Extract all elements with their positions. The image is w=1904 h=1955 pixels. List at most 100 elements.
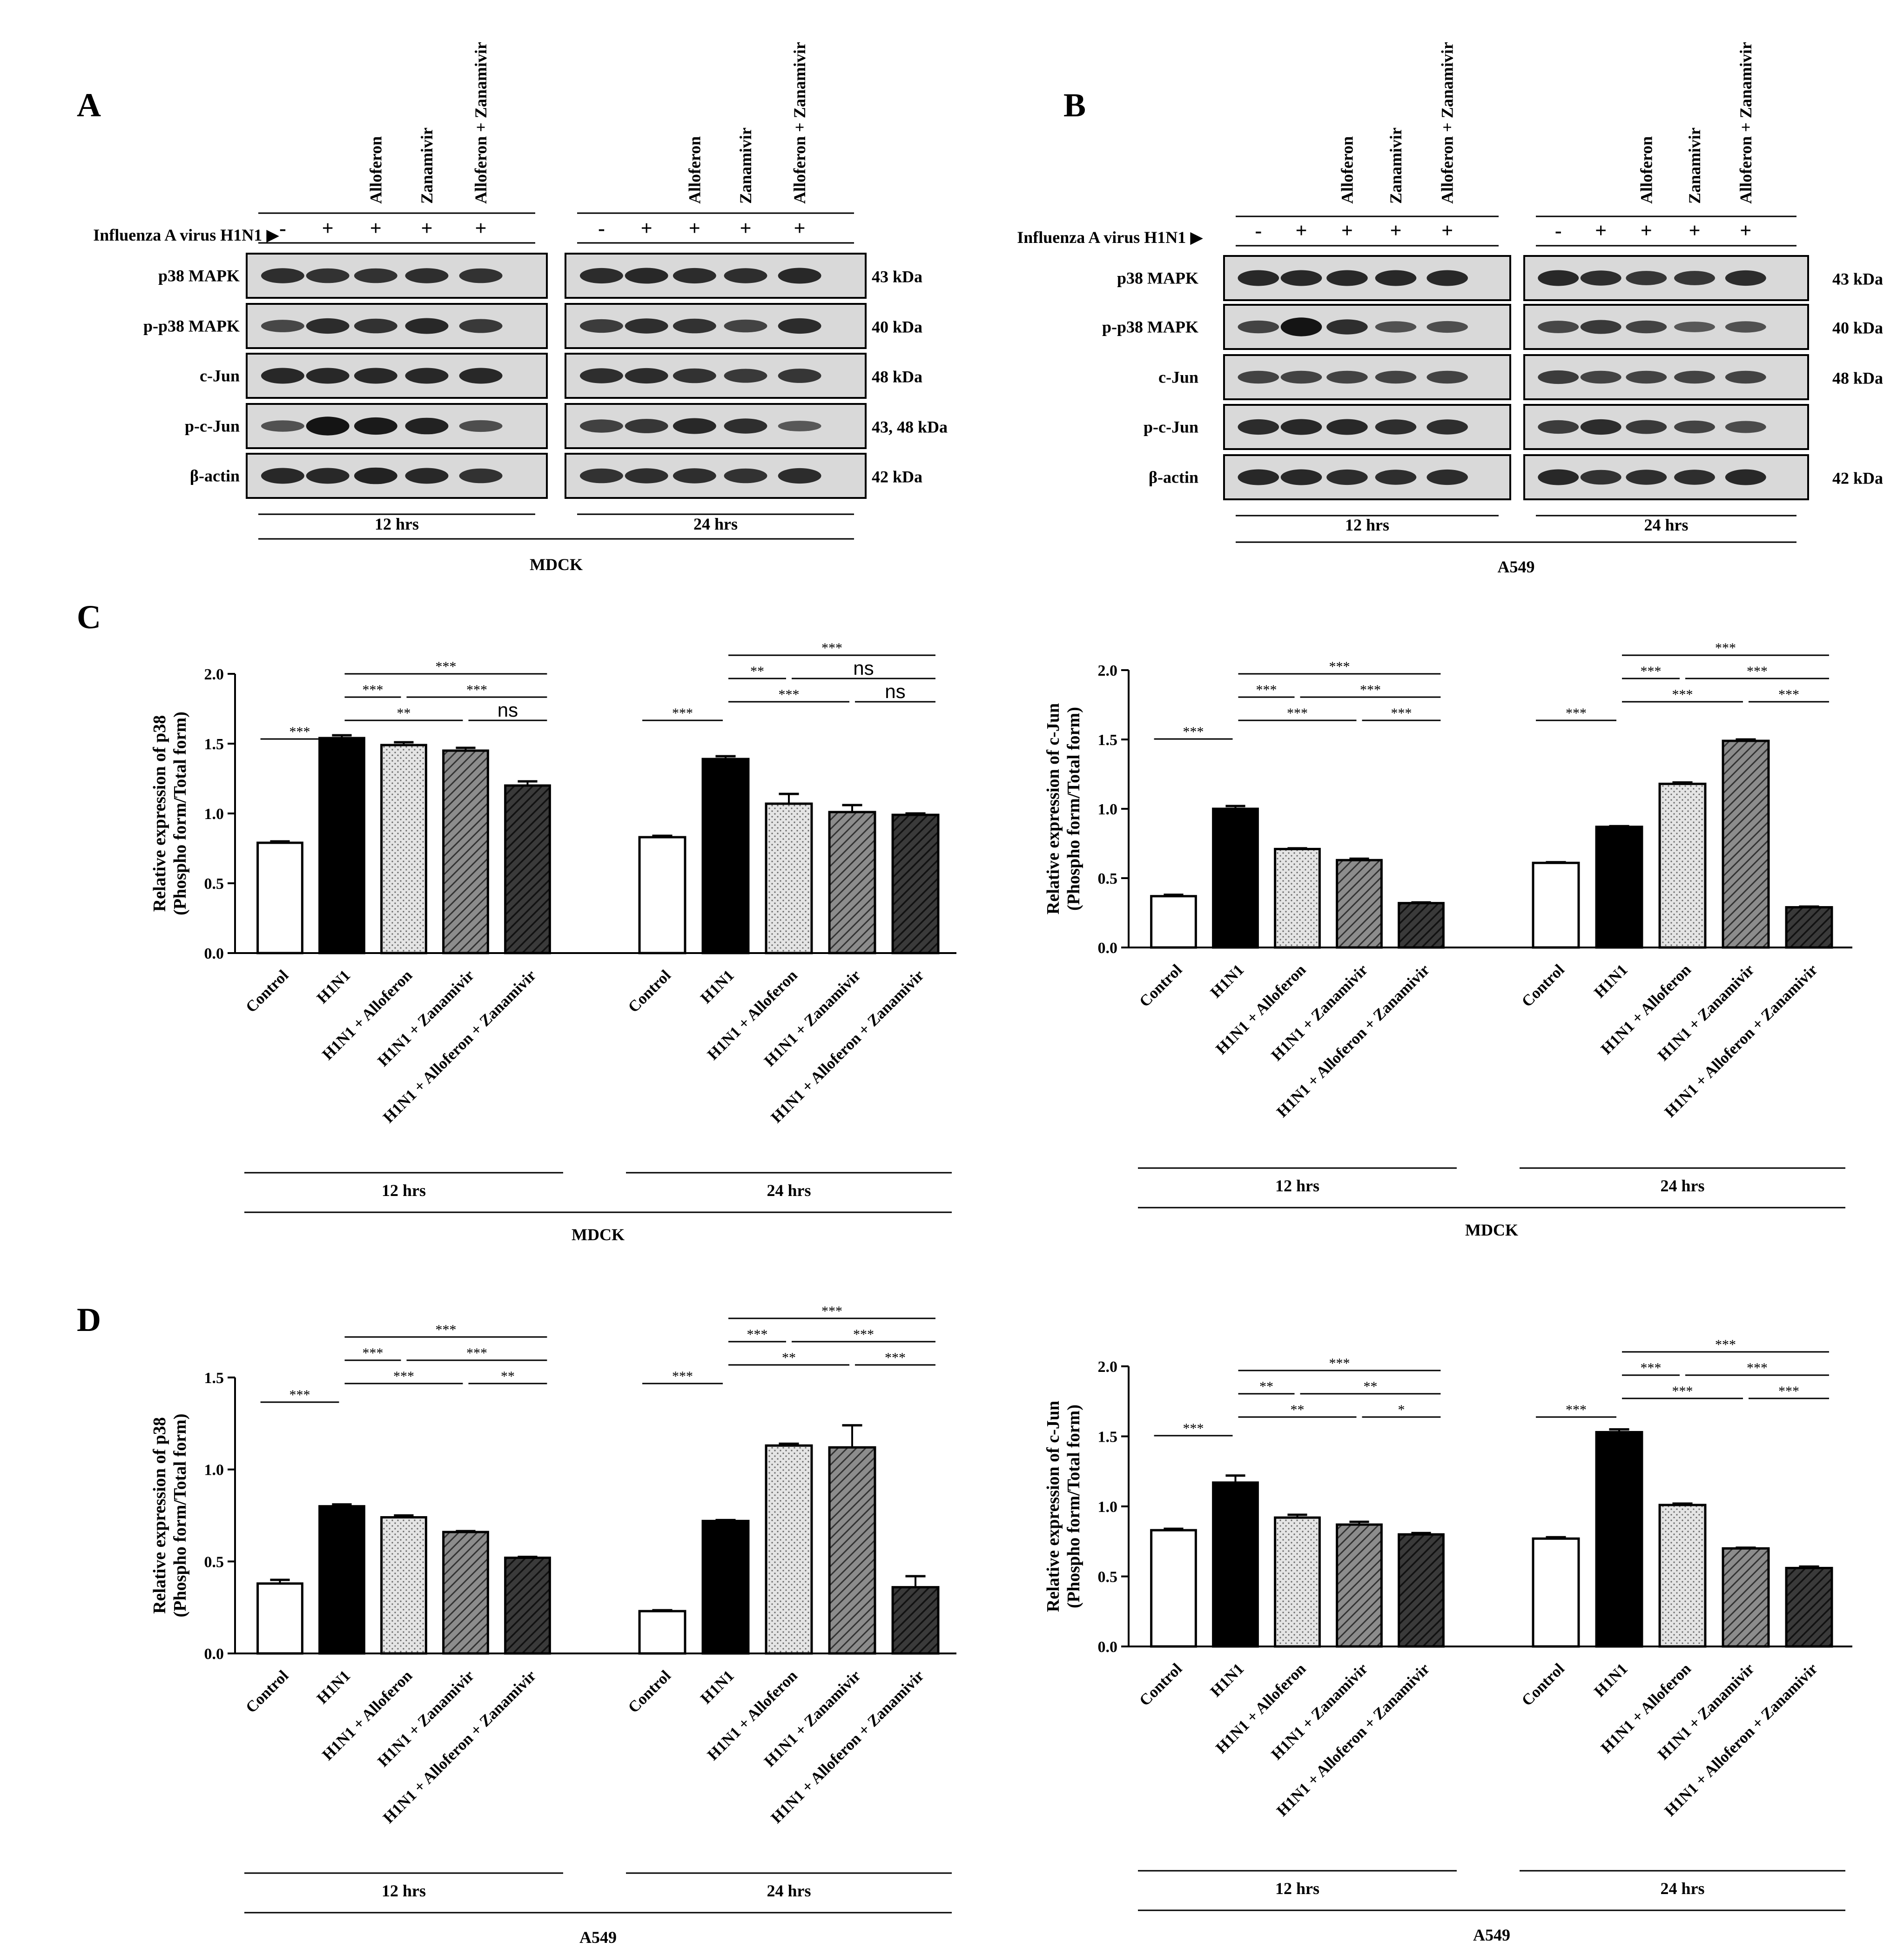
blot-band	[1326, 469, 1368, 485]
blot-band	[1538, 370, 1579, 384]
protein-label: β-actin	[190, 467, 240, 485]
significance-label: ***	[1747, 1360, 1768, 1376]
blot-band	[1426, 321, 1468, 333]
treatment-label: Zanamivir	[1685, 128, 1704, 204]
cell-line-label: A549	[579, 1928, 617, 1947]
y-tick-label: 2.0	[1098, 662, 1118, 679]
y-tick-label: 1.5	[204, 1370, 224, 1387]
x-tick-label: Control	[1519, 1660, 1568, 1709]
blot-band	[1725, 321, 1766, 333]
blot-band	[306, 468, 350, 484]
blot-band	[1280, 370, 1322, 384]
treatment-label: Alloferon	[1637, 136, 1655, 204]
treatment-label: Alloferon	[366, 136, 385, 204]
time-label: 12 hrs	[1275, 1879, 1319, 1898]
blot-band	[724, 468, 767, 484]
panel-letter-a: A	[77, 87, 101, 124]
time-label: 12 hrs	[382, 1881, 426, 1900]
blot-band	[673, 468, 716, 484]
protein-label: c-Jun	[200, 367, 240, 385]
kda-label: 43 kDa	[1832, 270, 1883, 289]
significance-label: ***	[853, 1327, 874, 1342]
blot-band	[405, 318, 449, 334]
time-label: 24 hrs	[1660, 1879, 1704, 1898]
bar	[256, 1582, 303, 1655]
significance-label: **	[1363, 1379, 1377, 1394]
treatment-sign: +	[1296, 219, 1307, 242]
blot-band	[778, 369, 821, 383]
significance-label: **	[782, 1350, 796, 1365]
significance-label: ***	[779, 687, 800, 702]
blot-band	[354, 318, 397, 334]
blot-band	[1238, 270, 1279, 286]
time-label: 24 hrs	[1660, 1176, 1704, 1195]
blot-band	[625, 419, 668, 433]
blot-band	[579, 268, 623, 284]
significance-label: ***	[1256, 682, 1277, 698]
blot-band	[1280, 419, 1322, 435]
blot-band	[673, 418, 716, 434]
blot-band	[1375, 321, 1417, 333]
kda-label: 48 kDa	[872, 368, 922, 386]
blot-band	[459, 319, 503, 333]
blot-band	[1725, 469, 1766, 485]
treatment-sign: -	[1255, 219, 1262, 242]
significance-label: ***	[672, 705, 693, 721]
blot-band	[778, 468, 821, 484]
bar	[1336, 1523, 1383, 1648]
blot-band	[1326, 370, 1368, 384]
kda-label: 40 kDa	[872, 318, 922, 336]
cell-line-label: MDCK	[1465, 1221, 1518, 1239]
significance-label: *	[1398, 1402, 1405, 1418]
kda-label: 42 kDa	[872, 468, 922, 486]
blot-band	[1626, 420, 1667, 434]
blot-panel-a: A Influenza A virus H1N1 ▶ p38 MAPK 43 kDa p…	[77, 42, 948, 574]
blot-band	[1580, 320, 1621, 334]
y-tick-label: 1.0	[204, 1462, 224, 1479]
blot-band	[1238, 419, 1279, 435]
y-tick-label: 1.5	[1098, 732, 1118, 749]
panel-letter-c: C	[77, 598, 101, 636]
significance-label: ***	[363, 1345, 383, 1361]
blot-band	[778, 421, 821, 431]
y-tick-label: 1.0	[1098, 801, 1118, 818]
significance-label: ***	[1778, 1384, 1799, 1399]
blot-band	[261, 368, 304, 384]
bar	[442, 749, 489, 954]
blot-band	[625, 268, 668, 284]
bar	[1532, 861, 1580, 949]
y-tick-label: 0.5	[1098, 870, 1118, 887]
bar	[701, 758, 750, 954]
treatment-sign: +	[1390, 219, 1401, 242]
treatment-sign: +	[475, 217, 487, 240]
y-tick-label: 0.5	[204, 875, 224, 893]
bar	[1336, 859, 1383, 949]
blot-band	[1674, 420, 1715, 434]
blot-band	[1238, 320, 1279, 334]
blot-band	[1580, 270, 1621, 286]
bar	[442, 1531, 489, 1655]
bar	[1785, 906, 1833, 949]
y-tick-label: 0.0	[204, 945, 224, 962]
significance-label: ***	[466, 682, 487, 698]
blot-band	[1725, 270, 1766, 286]
cell-line-label: A549	[1498, 558, 1535, 576]
treatment-sign: +	[421, 217, 432, 240]
bar-chart-4: 0.0 0.5 1.0 1.5 2.0 Relative expression of c-…	[1043, 1337, 1852, 1944]
panel-letter-d: D	[77, 1301, 101, 1338]
x-tick-label: Control	[242, 967, 292, 1016]
bar	[765, 802, 813, 954]
x-tick-label: H1N1	[1591, 1660, 1631, 1700]
bar	[504, 1556, 551, 1655]
treatment-label: Zanamivir	[736, 128, 755, 204]
virus-label: Influenza A virus H1N1 ▶	[1017, 228, 1203, 247]
treatment-sign: +	[794, 217, 806, 240]
blot-band	[1326, 319, 1368, 335]
treatment-sign: +	[1341, 219, 1353, 242]
treatment-label: Zanamivir	[1386, 128, 1405, 204]
x-tick-label: H1N1	[314, 1667, 354, 1707]
blot-band	[1280, 270, 1322, 286]
time-label: 12 hrs	[1275, 1176, 1319, 1195]
blot-band	[1626, 370, 1667, 384]
blot-band	[1426, 469, 1468, 485]
